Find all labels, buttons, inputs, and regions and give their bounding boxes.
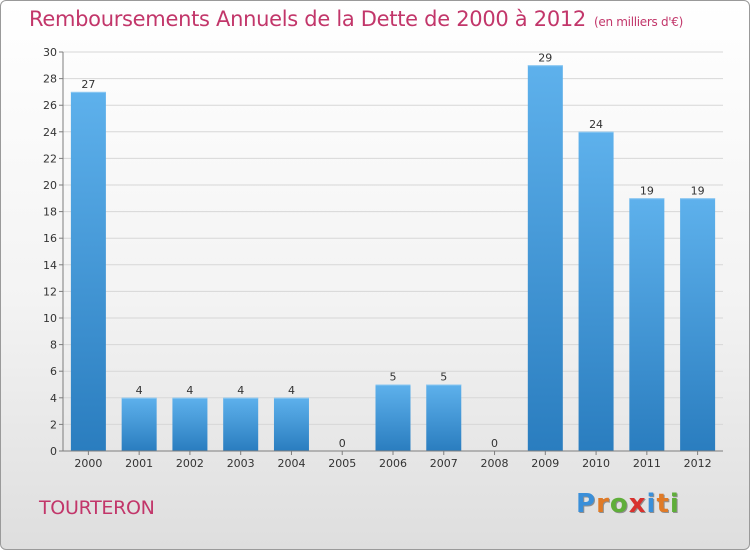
bar xyxy=(70,91,106,452)
y-tick-label: 22 xyxy=(43,152,57,165)
data-label: 19 xyxy=(640,184,654,197)
x-tick-label: 2011 xyxy=(633,457,661,470)
data-label: 4 xyxy=(136,384,143,397)
data-label: 19 xyxy=(691,184,705,197)
data-label: 5 xyxy=(440,371,447,384)
y-tick-label: 24 xyxy=(43,126,57,139)
x-tick-label: 2003 xyxy=(227,457,255,470)
y-tick-label: 14 xyxy=(43,259,57,272)
data-label: 0 xyxy=(491,437,498,450)
data-label: 5 xyxy=(390,371,397,384)
chart-unit-note: (en milliers d'€) xyxy=(594,15,684,29)
data-label: 4 xyxy=(237,384,244,397)
bar xyxy=(273,397,309,451)
chart-title: Remboursements Annuels de la Dette de 20… xyxy=(29,7,683,31)
x-tick-label: 2005 xyxy=(328,457,356,470)
y-tick-label: 0 xyxy=(50,445,57,458)
data-label: 0 xyxy=(339,437,346,450)
x-tick-label: 2007 xyxy=(430,457,458,470)
logo-letter: r xyxy=(596,489,610,519)
y-tick-label: 30 xyxy=(43,46,57,59)
x-tick-label: 2012 xyxy=(684,457,712,470)
x-tick-label: 2000 xyxy=(74,457,102,470)
data-label: 29 xyxy=(538,51,552,64)
bar xyxy=(223,397,259,451)
y-tick-label: 10 xyxy=(43,312,57,325)
x-tick-label: 2010 xyxy=(582,457,610,470)
bar xyxy=(375,384,411,451)
x-tick-label: 2008 xyxy=(481,457,509,470)
bar xyxy=(172,397,208,451)
y-tick-label: 12 xyxy=(43,285,57,298)
data-label: 27 xyxy=(81,78,95,91)
logo-letter: P xyxy=(576,489,597,519)
bar xyxy=(527,65,563,452)
bar xyxy=(426,384,462,451)
proxiti-logo: Proxiti xyxy=(576,489,680,519)
y-tick-label: 4 xyxy=(50,392,57,405)
data-label: 4 xyxy=(186,384,193,397)
x-tick-label: 2004 xyxy=(277,457,305,470)
bar xyxy=(680,198,716,451)
chart-title-text: Remboursements Annuels de la Dette de 20… xyxy=(29,7,586,31)
x-tick-label: 2009 xyxy=(531,457,559,470)
y-tick-label: 18 xyxy=(43,206,57,219)
y-tick-label: 8 xyxy=(50,339,57,352)
y-tick-label: 20 xyxy=(43,179,57,192)
x-tick-label: 2001 xyxy=(125,457,153,470)
y-tick-label: 26 xyxy=(43,99,57,112)
logo-letter: t xyxy=(656,489,670,519)
data-label: 24 xyxy=(589,118,603,131)
data-label: 4 xyxy=(288,384,295,397)
logo-letter: i xyxy=(646,489,657,519)
logo-letter: o xyxy=(609,489,629,519)
commune-name: TOURTERON xyxy=(39,497,155,519)
y-tick-label: 2 xyxy=(50,418,57,431)
x-tick-label: 2006 xyxy=(379,457,407,470)
y-tick-label: 16 xyxy=(43,232,57,245)
logo-letter: i xyxy=(669,489,680,519)
bar xyxy=(121,397,157,451)
data-labels: 27 4 4 4 4 0 5 5 0 29 24 19 19 xyxy=(81,51,704,450)
bar xyxy=(629,198,665,451)
y-tick-label: 28 xyxy=(43,73,57,86)
logo-letter: x xyxy=(628,489,647,519)
bar-series xyxy=(70,65,716,452)
x-tick-label: 2002 xyxy=(176,457,204,470)
grid-lines xyxy=(63,51,723,425)
bar xyxy=(578,131,614,452)
y-tick-label: 6 xyxy=(50,365,57,378)
